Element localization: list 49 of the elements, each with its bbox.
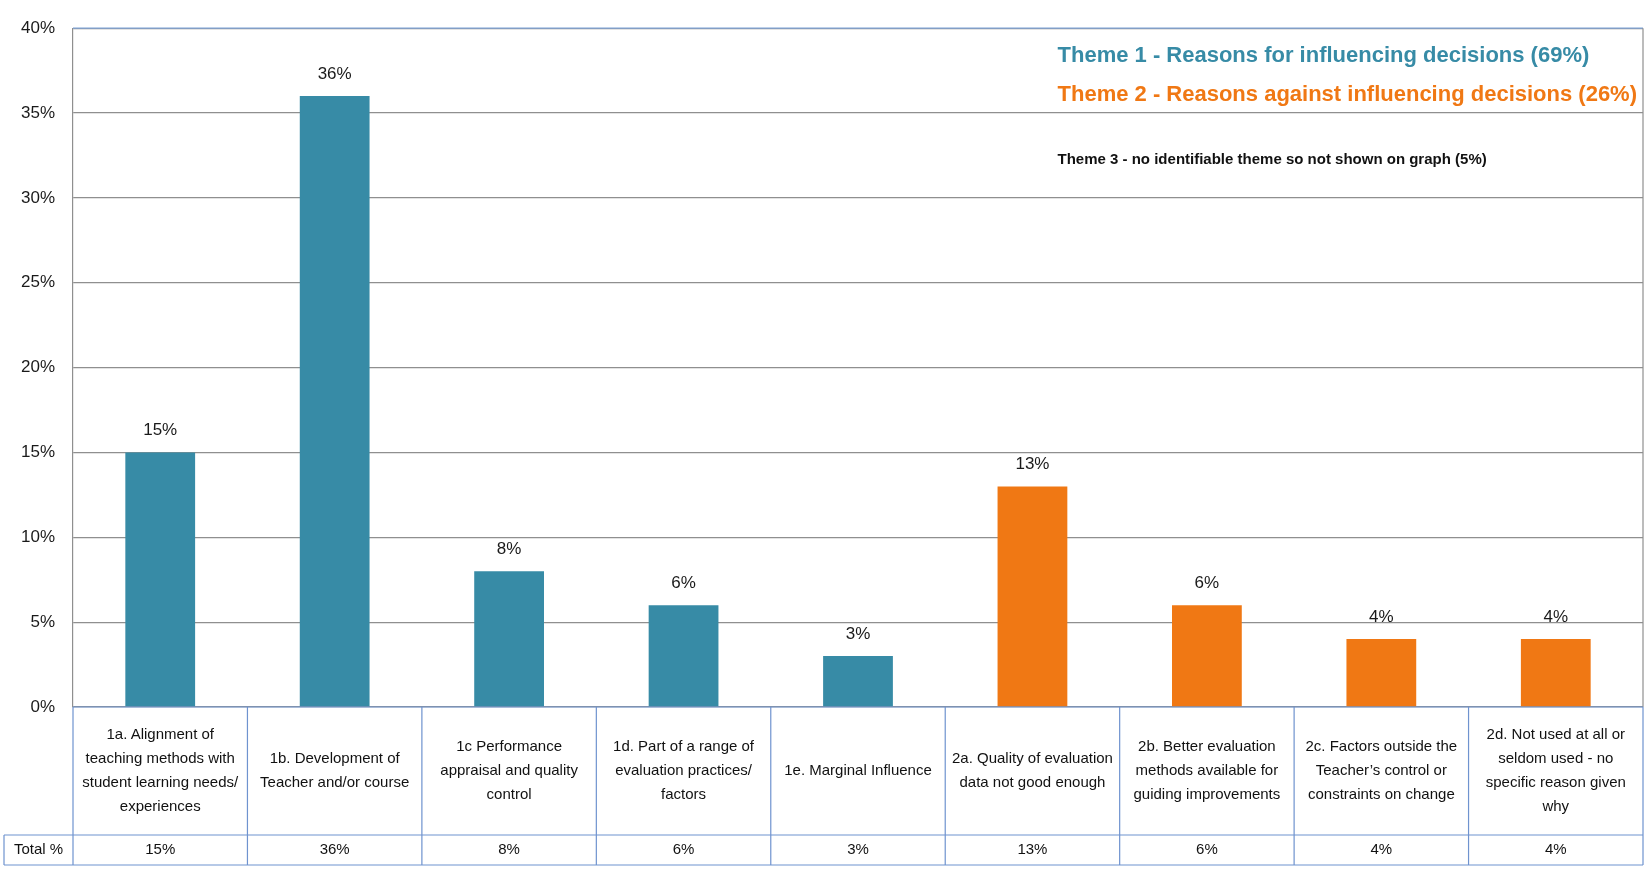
x-tick-label: 2d. Not used at all or seldom used - no specific reason given why bbox=[1485, 725, 1626, 815]
bar bbox=[1172, 605, 1242, 707]
annotation: Theme 3 - no identifiable theme so not shown on graph (5%) bbox=[1057, 150, 1487, 168]
text: 4% bbox=[1544, 840, 1567, 858]
text: 6% bbox=[1196, 840, 1218, 858]
data-label: 13% bbox=[1015, 454, 1050, 474]
y-tick-label: 0% bbox=[30, 696, 55, 716]
x-tick-label: 1a. Alignment of teaching methods with student learning needs/ experiences bbox=[82, 725, 240, 815]
y-tick-label: 30% bbox=[20, 187, 55, 207]
x-tick-label: 1e. Marginal Influence bbox=[784, 761, 932, 779]
text: Theme 2 - Reasons against influencing decisions (26%) bbox=[1057, 81, 1638, 107]
y-tick-label: 20% bbox=[20, 357, 55, 377]
text: 8% bbox=[496, 538, 522, 558]
y-tick-label: 25% bbox=[20, 272, 55, 292]
text: 13% bbox=[1017, 840, 1048, 858]
bar bbox=[648, 605, 719, 707]
bar bbox=[823, 656, 893, 707]
bar bbox=[474, 571, 544, 707]
y-tick-label: 15% bbox=[20, 442, 55, 462]
text: 15% bbox=[143, 420, 178, 440]
text: 36% bbox=[317, 63, 352, 83]
y-tick-label: 40% bbox=[20, 17, 55, 37]
data-label: 4% bbox=[1543, 606, 1569, 626]
x-tick-label: 2b. Better evaluation methods available for guiding improvements bbox=[1133, 737, 1281, 803]
bar bbox=[125, 452, 196, 707]
x-tick-label: 1b. Development of Teacher and/or course bbox=[260, 749, 410, 791]
data-label: 4% bbox=[1369, 606, 1394, 626]
data-label: 36% bbox=[319, 840, 350, 858]
text: Theme 1 - Reasons for influencing decisions (69%) bbox=[1057, 42, 1590, 68]
bar bbox=[997, 486, 1068, 707]
y-tick-label: 35% bbox=[20, 102, 55, 122]
x-tick-label: 2a. Quality of evaluation data not good enough bbox=[951, 749, 1113, 791]
x-tick-label: 1d. Part of a range of evaluation practices/ factors bbox=[613, 737, 755, 803]
bar bbox=[1520, 639, 1591, 707]
bar bbox=[299, 96, 370, 707]
y-tick-label: 5% bbox=[30, 611, 55, 631]
x-tick-label: 2c. Factors outside the Teacher’s control or constraints on change bbox=[1305, 737, 1458, 803]
data-label: 8% bbox=[498, 840, 520, 858]
text: 4% bbox=[1370, 840, 1393, 858]
data-label: 6% bbox=[672, 840, 695, 858]
bar bbox=[1346, 639, 1417, 707]
data-label: 6% bbox=[1194, 572, 1220, 592]
text: 3% bbox=[845, 623, 871, 643]
data-label: 15% bbox=[145, 840, 176, 858]
text: Total % bbox=[13, 840, 64, 858]
text: 6% bbox=[671, 572, 696, 592]
y-tick-label: 10% bbox=[20, 526, 55, 546]
data-label: 3% bbox=[847, 840, 869, 858]
x-tick-label: 1c Performance appraisal and quality control bbox=[440, 737, 579, 803]
